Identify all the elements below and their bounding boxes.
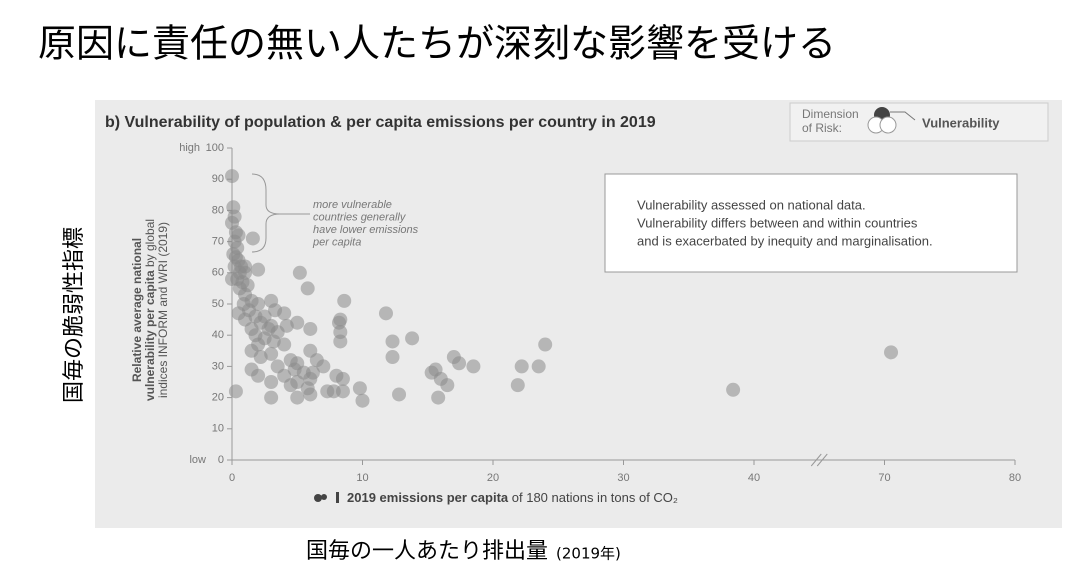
annotation: have lower emissions	[313, 224, 419, 236]
annotation: more vulnerable	[313, 199, 392, 211]
y-tick-label: 20	[212, 392, 224, 404]
data-point	[303, 387, 318, 402]
data-point	[466, 359, 481, 374]
data-point	[726, 382, 741, 397]
y-tick-label: 10	[212, 423, 224, 435]
data-point	[225, 272, 239, 287]
data-point	[385, 350, 400, 365]
data-point	[253, 350, 268, 365]
legend-icon	[867, 107, 916, 134]
y-label: indices INFORM and WRI (2019)	[156, 222, 170, 398]
data-point	[238, 259, 253, 274]
data-point	[538, 337, 553, 352]
legend-title: of Risk:	[802, 121, 842, 135]
annotation: countries generally	[313, 211, 407, 223]
data-point	[251, 368, 266, 383]
note: Vulnerability assessed on national data.	[637, 197, 866, 212]
data-point	[510, 378, 525, 393]
y-tick-label: 50	[212, 298, 224, 310]
x-tick-label: 0	[229, 472, 235, 484]
x-tick-label: 80	[1009, 472, 1021, 484]
data-point	[292, 265, 307, 280]
legend-box	[789, 102, 1049, 142]
data-point	[337, 293, 352, 308]
data-point	[290, 390, 305, 405]
x-tick-label: 10	[356, 472, 368, 484]
outer-x-label: 国毎の一人あたり排出量	[306, 539, 548, 564]
annotation: per capita	[312, 236, 361, 248]
data-point	[385, 334, 400, 349]
data-point	[431, 390, 446, 405]
data-point	[352, 381, 367, 396]
data-point	[514, 359, 529, 374]
axis-break	[810, 453, 822, 467]
data-point	[355, 393, 370, 408]
data-point	[264, 390, 279, 405]
outer-y-label: 国毎の脆弱性指標	[62, 227, 87, 403]
y-tick-label: 60	[212, 267, 224, 279]
data-point	[305, 365, 320, 380]
y-label-part: Relative average national	[130, 238, 144, 382]
data-point	[440, 378, 455, 393]
data-point	[245, 231, 260, 246]
data-point	[333, 334, 348, 349]
data-point	[264, 375, 279, 389]
y-tick-label: 0	[218, 454, 224, 466]
x-label: 2019 emissions per capita of 180 nations…	[347, 490, 678, 505]
y-tick-label: 80	[212, 204, 224, 216]
outer-x-note: (2019年)	[556, 545, 621, 563]
y-tick-label: 90	[212, 173, 224, 185]
data-point	[316, 359, 331, 374]
x-label-rest: of 180 nations in tons of CO₂	[508, 490, 678, 505]
data-point	[277, 306, 292, 321]
data-point	[303, 321, 318, 336]
y-label-part: vulnerability per capita	[143, 270, 157, 401]
data-point	[335, 371, 350, 386]
legend-title: Dimension	[802, 107, 859, 121]
note: Vulnerability differs between and within…	[637, 215, 918, 230]
y-end-label: high	[179, 142, 200, 154]
data-point	[228, 384, 243, 399]
legend-label: Vulnerability	[922, 115, 1000, 130]
data-point	[290, 315, 305, 330]
x-tick-label: 70	[878, 472, 890, 484]
x-label-bold: 2019 emissions per capita	[347, 490, 509, 505]
data-point	[277, 337, 292, 352]
x-tick-label: 20	[487, 472, 499, 484]
x-tick-label: 30	[617, 472, 629, 484]
data-point	[251, 262, 266, 277]
data-point	[452, 356, 467, 371]
data-point	[405, 331, 420, 346]
axis-break	[816, 453, 828, 467]
axes: 0 10 20 30 40 50 60 70 80 90 100 low high 0 10 20 30 40 70…	[179, 142, 1021, 484]
data-point	[283, 378, 298, 393]
data-point	[884, 345, 899, 360]
y-label: Relative average national	[130, 238, 144, 382]
y-label-part: indices INFORM and WRI (2019)	[156, 222, 170, 398]
y-tick-label: 70	[212, 236, 224, 248]
chart-title: b) Vulnerability of population & per cap…	[105, 114, 656, 131]
data-point	[300, 281, 315, 296]
note-box	[604, 173, 1018, 273]
y-tick-label: 40	[212, 329, 224, 341]
data-point	[378, 306, 393, 321]
x-icon	[314, 492, 339, 503]
heading: 原因に責任の無い人たちが深刻な影響を受ける	[38, 22, 836, 66]
y-label: vulnerability per capita by global	[143, 219, 157, 401]
x-tick-label: 40	[748, 472, 760, 484]
y-tick-label: 100	[206, 142, 224, 154]
y-tick-label: 30	[212, 360, 224, 372]
data-point	[225, 169, 239, 184]
y-end-label: low	[189, 454, 206, 466]
data-point	[531, 359, 546, 374]
data-point	[335, 384, 350, 399]
data-point	[392, 387, 407, 402]
y-label-part: by global	[143, 219, 157, 270]
note: and is exacerbated by inequity and margi…	[637, 233, 933, 248]
